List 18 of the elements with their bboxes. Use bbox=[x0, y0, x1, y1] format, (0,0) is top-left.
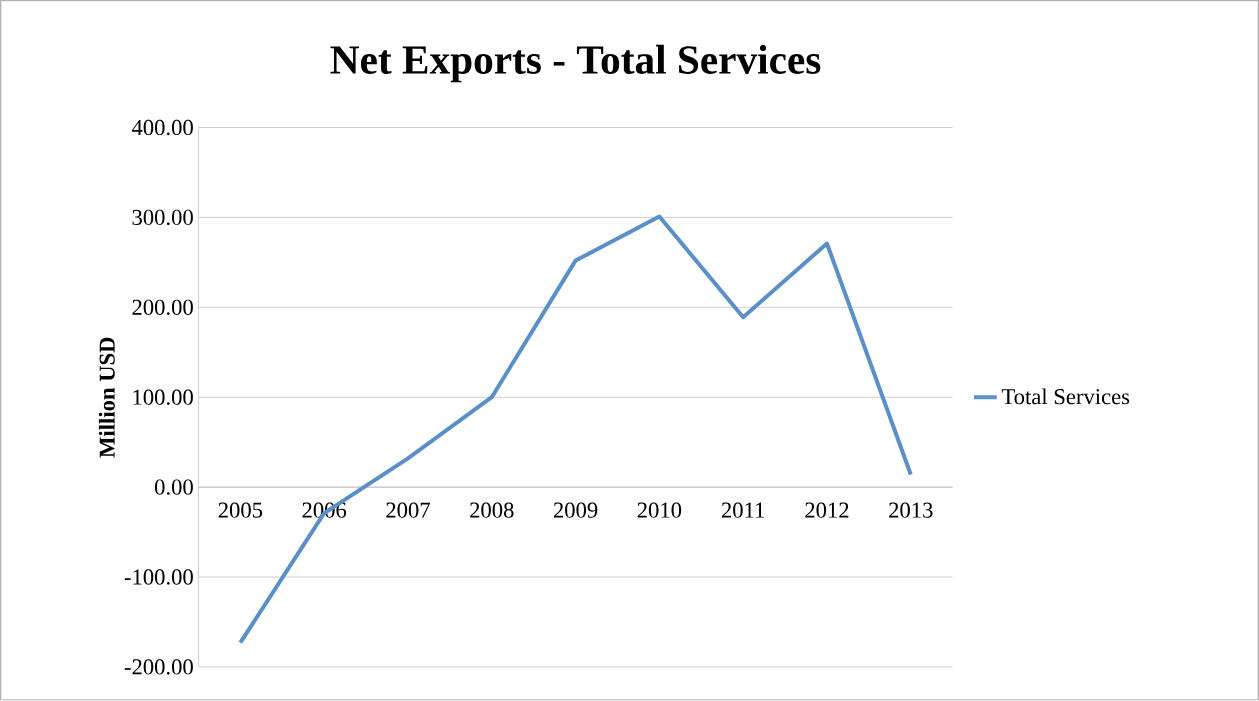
x-tick-label: 2005 bbox=[218, 502, 263, 518]
x-tick-label: 2011 bbox=[721, 502, 765, 518]
x-tick-label: 2009 bbox=[553, 502, 598, 518]
y-axis-title: Million USD bbox=[98, 337, 115, 458]
y-tick-label: -200.00 bbox=[124, 659, 193, 675]
x-tick-label: 2013 bbox=[889, 502, 933, 518]
y-tick-label: 300.00 bbox=[132, 209, 193, 226]
y-tick-label: 400.00 bbox=[131, 120, 193, 136]
y-tick-label: 100.00 bbox=[133, 389, 193, 406]
x-tick-label: 2008 bbox=[470, 502, 514, 518]
x-tick-label: 2012 bbox=[805, 502, 849, 518]
x-tick-label: 2007 bbox=[386, 502, 430, 518]
y-tick-label: -100.00 bbox=[124, 569, 193, 585]
legend-label: Total Services bbox=[1001, 388, 1130, 405]
y-tick-label: 0.00 bbox=[154, 479, 193, 496]
x-tick-label: 2010 bbox=[637, 502, 682, 518]
y-tick-label: 200.00 bbox=[132, 299, 193, 316]
chart-title: Net Exports - Total Services bbox=[330, 45, 821, 83]
